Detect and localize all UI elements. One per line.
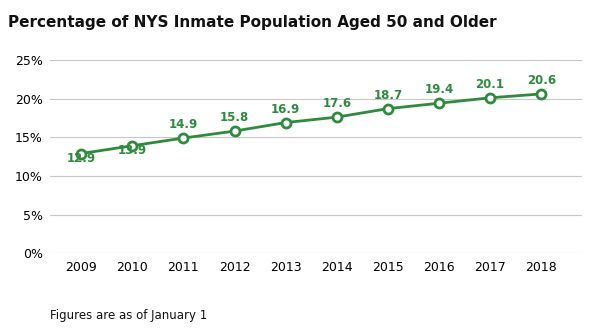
Text: 17.6: 17.6 — [322, 97, 351, 110]
Text: 14.9: 14.9 — [169, 118, 198, 131]
Text: 16.9: 16.9 — [271, 103, 300, 115]
Text: Figures are as of January 1: Figures are as of January 1 — [50, 309, 208, 322]
Text: 12.9: 12.9 — [67, 152, 96, 165]
Text: 20.1: 20.1 — [476, 78, 505, 91]
Text: 19.4: 19.4 — [424, 83, 454, 96]
Text: 20.6: 20.6 — [527, 74, 556, 87]
Text: Percentage of NYS Inmate Population Aged 50 and Older: Percentage of NYS Inmate Population Aged… — [8, 15, 497, 30]
Text: 15.8: 15.8 — [220, 111, 249, 124]
Text: 18.7: 18.7 — [373, 89, 402, 102]
Text: 13.9: 13.9 — [118, 144, 147, 157]
